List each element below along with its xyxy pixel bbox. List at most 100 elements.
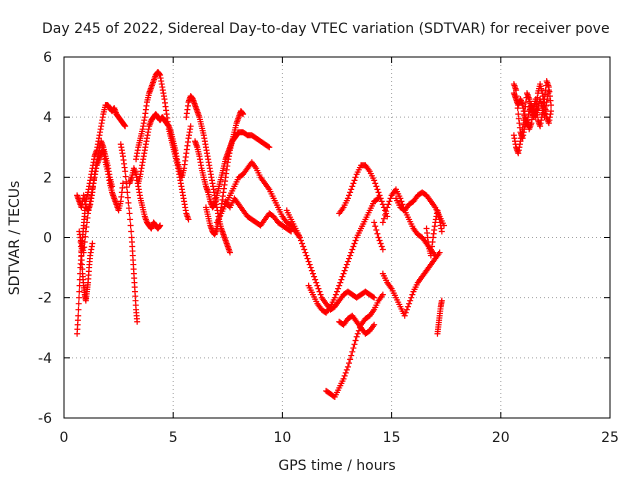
data-point [297, 237, 304, 244]
data-point [337, 279, 344, 286]
data-point [344, 363, 351, 370]
data-point [76, 288, 83, 295]
series-s8 [126, 165, 164, 232]
data-point [313, 279, 320, 286]
data-point [344, 195, 351, 202]
data-point [548, 102, 555, 109]
data-point [348, 249, 355, 256]
data-point [340, 375, 347, 382]
data-point [339, 273, 346, 280]
series-s27 [510, 78, 555, 142]
data-point [349, 246, 356, 253]
data-point [378, 198, 385, 205]
data-point [347, 189, 354, 196]
data-point [331, 294, 338, 301]
data-point [125, 205, 132, 212]
series-s4 [77, 234, 96, 304]
data-point [377, 240, 384, 247]
series-s16 [323, 291, 386, 400]
data-point [157, 222, 164, 229]
data-point [335, 285, 342, 292]
y-tick-label: 4 [43, 110, 52, 126]
data-point [409, 291, 416, 298]
data-point [374, 186, 381, 193]
data-point [354, 330, 361, 337]
data-point [372, 223, 379, 230]
data-point [514, 99, 521, 106]
data-point [532, 96, 539, 103]
series-s9 [183, 93, 233, 256]
data-point [340, 270, 347, 277]
data-point [385, 201, 392, 208]
data-point [373, 183, 380, 190]
data-point [348, 352, 355, 359]
data-point [311, 273, 318, 280]
y-tick-label: 2 [43, 170, 52, 186]
y-tick-label: 6 [43, 50, 52, 66]
data-point [308, 267, 315, 274]
data-point [226, 249, 233, 256]
data-point [185, 216, 192, 223]
data-point [265, 143, 272, 150]
data-point [305, 258, 312, 265]
data-point [406, 300, 413, 307]
data-point [382, 211, 389, 218]
data-point [514, 105, 521, 112]
data-point [379, 219, 386, 226]
data-point [376, 192, 383, 199]
data-point [307, 264, 314, 271]
data-point [134, 318, 141, 325]
chart-title: Day 245 of 2022, Sidereal Day-to-day VTE… [42, 21, 610, 37]
data-point [81, 244, 88, 251]
data-point [287, 227, 294, 234]
data-point [343, 366, 350, 373]
data-point [127, 216, 134, 223]
data-point [383, 208, 390, 215]
data-point [374, 230, 381, 237]
data-point [336, 282, 343, 289]
data-point [76, 294, 83, 301]
data-point [436, 249, 443, 256]
y-tick-label: -2 [38, 291, 52, 307]
data-point [404, 303, 411, 310]
data-point [350, 180, 357, 187]
data-point [534, 111, 541, 118]
data-point [346, 360, 353, 367]
x-tick-label: 20 [492, 430, 510, 446]
data-point [379, 246, 386, 253]
data-point [119, 180, 126, 187]
data-point [303, 252, 310, 259]
data-point [347, 356, 354, 363]
series-s21 [379, 249, 443, 319]
data-point [347, 252, 354, 259]
x-tick-label: 10 [273, 430, 291, 446]
series-s17 [336, 312, 378, 337]
data-point [346, 255, 353, 262]
data-point [75, 306, 82, 313]
data-point [350, 345, 357, 352]
data-point [352, 237, 359, 244]
data-point [533, 101, 540, 108]
data-point [75, 300, 82, 307]
data-point [374, 196, 381, 203]
data-point [352, 337, 359, 344]
series-s13 [222, 195, 295, 235]
data-point [407, 297, 414, 304]
data-point [408, 294, 415, 301]
series-s6 [133, 69, 192, 223]
data-point [89, 240, 96, 247]
data-point [341, 372, 348, 379]
series-s18 [336, 162, 391, 220]
data-point [376, 237, 383, 244]
data-point [301, 246, 308, 253]
data-point [349, 348, 356, 355]
data-point [533, 106, 540, 113]
data-point [338, 276, 345, 283]
data-point [438, 228, 445, 235]
data-point [334, 288, 340, 295]
data-point [109, 183, 116, 190]
data-point [187, 123, 194, 130]
data-point [371, 321, 378, 328]
series-s7 [135, 111, 194, 187]
